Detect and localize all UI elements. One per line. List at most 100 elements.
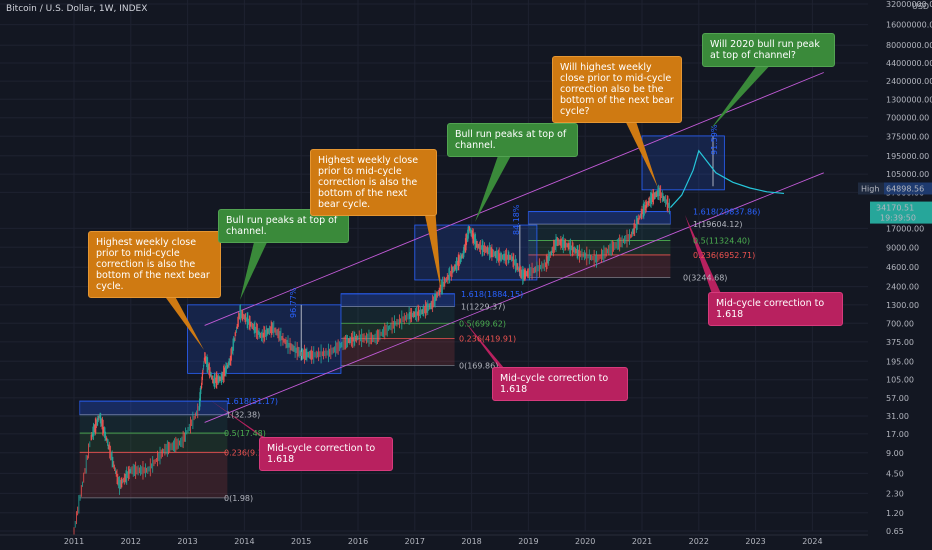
fib-label: 0(3244.68) [683,274,727,283]
fib-label: 1.618(51.17) [226,397,278,406]
price-tick-label: 375.00 [886,338,914,347]
price-tick-label: 105000.00 [886,170,929,179]
last-price: 34170.51 [876,204,914,213]
price-tick-label: 4.50 [886,469,904,478]
high-value-tag [884,182,932,195]
time-tick-label: 2015 [291,537,311,546]
measure-box-3 [641,135,725,191]
price-tick-label: 2.30 [886,489,904,498]
callout-bear-cycle-3[interactable]: Will highest weekly close prior to mid-c… [552,56,682,123]
channel-bottom-line [204,172,824,423]
price-axis-bg [868,0,932,550]
fib-box-1-zone-1618 [79,400,228,416]
fib-box-3-zone-0236 [528,254,671,278]
pointer-mid-3 [685,215,724,300]
time-tick-label: 2017 [405,537,425,546]
price-tick-label: 57.00 [886,394,909,403]
price-series [73,149,785,535]
fib-label: 0(169.86) [459,361,498,370]
callout-bear-cycle-2[interactable]: Highest weekly close prior to mid-cycle … [310,149,437,216]
fib-label: 1(32.38) [226,411,260,420]
channel-top-line [204,72,824,326]
last-price-tag [870,201,932,224]
pointer-mid-2 [462,318,510,375]
price-tick-label: 2400.00 [886,283,919,292]
measure-percent-label: 91.59% [710,124,719,155]
time-tick-label: 2014 [234,537,254,546]
callout-mid-cycle-3[interactable]: Mid-cycle correction to 1.618 [708,292,843,326]
high-tag [858,182,884,195]
price-tick-label: 31.00 [886,412,909,421]
time-tick-label: 2021 [632,537,652,546]
fib-label: 1.618(1884.15) [461,290,523,299]
price-tick-label: 195.00 [886,357,914,366]
fib-labels: 1.618(51.17) 1(32.38) 0.5(17.48) 0.236(9.15… [224,124,760,503]
price-tick-label: 1300.00 [886,301,919,310]
fib-label: 1(19604.12) [693,220,743,229]
price-tick-label: 105.00 [886,376,914,385]
price-channel [204,72,824,423]
pointer-bull-1 [240,238,269,300]
price-tick-label: 17.00 [886,430,909,439]
price-tick-label: 0.65 [886,527,904,536]
time-tick-label: 2013 [177,537,197,546]
callout-bull-peak-3[interactable]: Will 2020 bull run peak at top of channe… [702,33,835,67]
price-tick-label: 16000000.00 [886,21,932,30]
fib-label: 0.5(17.48) [224,429,266,438]
price-tick-label: 700000.00 [886,114,929,123]
fib-label: 0.236(9.15) [224,448,271,457]
time-tick-label: 2012 [121,537,141,546]
pointer-bull-3 [710,61,774,130]
price-tick-label: 4400000.00 [886,59,932,68]
fib-label: 0.5(11324.40) [693,236,750,245]
fib-box-1-zone-0236 [79,452,228,498]
countdown: 19:39:50 [880,214,916,223]
chart-title: Bitcoin / U.S. Dollar, 1W, INDEX [6,4,148,14]
fib-box-3-zone-1618 [527,211,671,225]
price-tick-label: 375000.00 [886,132,929,141]
fib-box-1-zone-05 [79,433,228,453]
time-tick-label: 2022 [689,537,709,546]
callout-mid-cycle-1[interactable]: Mid-cycle correction to 1.618 [259,437,393,471]
time-axis[interactable]: 2011 2012 2013 2014 2015 2016 2017 2018 2019 2020… [0,534,868,546]
projection-line [669,149,785,208]
price-tick-label: 9.00 [886,449,904,458]
time-tick-label: 2019 [518,537,538,546]
price-tick-label: 1300000.00 [886,95,932,104]
price-tick-label: 8000000.00 [886,41,932,50]
measure-percent-label: 84.18% [512,204,521,235]
price-tick-label: 2400000.00 [886,77,932,86]
pointer-bear-2 [420,192,441,290]
callout-bull-peak-2[interactable]: Bull run peaks at top of channel. [447,123,578,157]
fib-box-3-zone-1 [528,224,671,241]
time-tick-label: 2020 [575,537,595,546]
pointer-bull-2 [475,150,514,222]
time-tick-label: 2011 [64,537,84,546]
fib-label: 1(1229.37) [461,303,505,312]
fib-box-2-zone-0236 [340,338,455,366]
price-tick-label: 700.00 [886,319,914,328]
fib-label: 0.236(6952.71) [693,251,755,260]
fib-label: 0(1.98) [224,494,253,503]
fib-box-2-zone-1 [340,306,455,324]
price-tick-label: 195000.00 [886,152,929,161]
time-tick-label: 2024 [802,537,822,546]
callout-bear-cycle-1[interactable]: Highest weekly close prior to mid-cycle … [88,231,221,298]
fib-label: 0.5(699.62) [459,319,506,328]
high-label: High [861,184,879,193]
fib-box-2-zone-05 [340,323,455,339]
time-tick-label: 2016 [348,537,368,546]
measure-box-1 [187,304,342,374]
fib-boxes [79,135,725,499]
price-tick-label: 4600.00 [886,263,919,272]
high-value: 64898.56 [886,184,924,193]
price-tick-label: 1.20 [886,509,904,518]
price-tick-label: 32000000.00 [886,0,932,9]
time-tick-label: 2018 [461,537,481,546]
callout-mid-cycle-2[interactable]: Mid-cycle correction to 1.618 [492,367,628,401]
fib-label: 1.618(29837.86) [693,208,760,217]
time-tick-label: 2023 [745,537,765,546]
measure-percent-label: 96.77% [289,287,298,318]
fib-label: 0.236(419.91) [459,334,516,343]
